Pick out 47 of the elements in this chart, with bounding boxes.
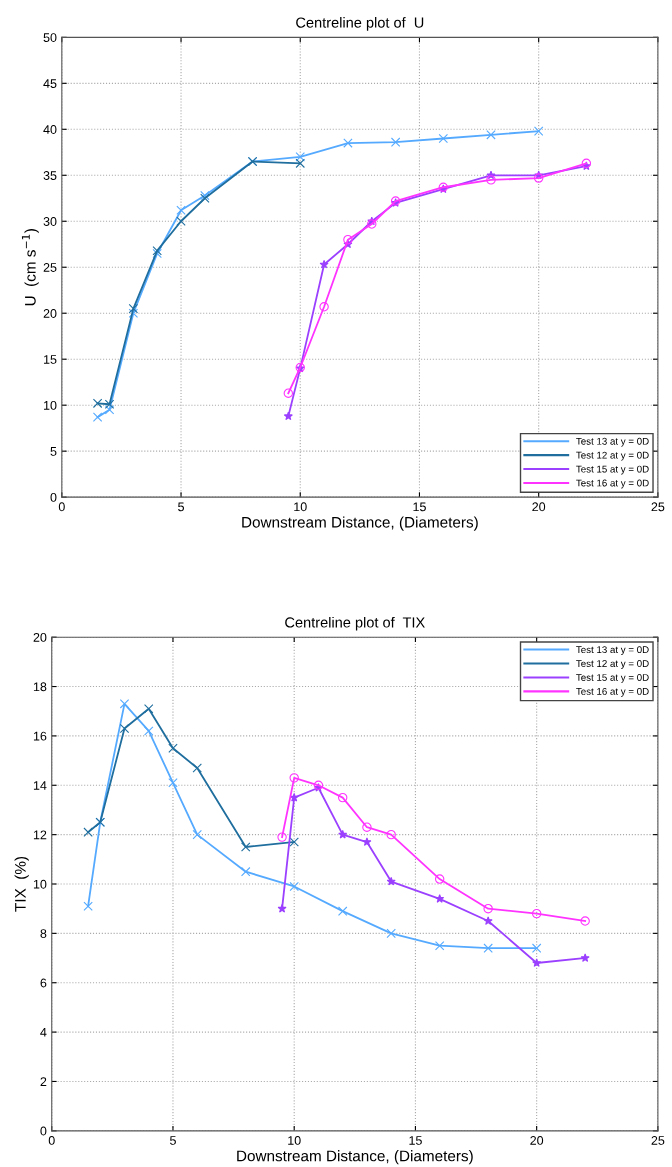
y-tick-label: 20 bbox=[33, 632, 47, 642]
y-tick-label: 5 bbox=[50, 447, 57, 456]
y-tick-label: 2 bbox=[40, 1077, 47, 1086]
y-tick-label: 30 bbox=[43, 217, 57, 226]
y-tick-label: 15 bbox=[44, 355, 57, 364]
y-tick-label: 40 bbox=[43, 125, 57, 134]
x-tick-label: 25 bbox=[651, 1136, 665, 1145]
x-tick-label: 10 bbox=[288, 1136, 301, 1145]
y-tick-label: 10 bbox=[44, 400, 57, 410]
legend-label: Test 16 at y = 0D bbox=[576, 687, 649, 697]
y-tick-label: 16 bbox=[33, 731, 47, 741]
y-tick-label: 18 bbox=[33, 682, 47, 692]
legend-label: Test 12 at y = 0D bbox=[576, 451, 649, 461]
x-tick-label: 15 bbox=[409, 1136, 422, 1145]
x-tick-label: 15 bbox=[413, 502, 426, 512]
y-axis-title: U (cm s$^{−1}$) bbox=[21, 229, 39, 306]
y-tick-label: 10 bbox=[33, 879, 47, 889]
x-axis-title: Downstream Distance, (Diameters) bbox=[242, 516, 478, 531]
y-tick-label: 50 bbox=[43, 33, 57, 42]
x-tick-label: 10 bbox=[294, 502, 307, 512]
chart-title: Centreline plot of U bbox=[296, 17, 424, 31]
x-tick-label: 5 bbox=[178, 502, 184, 512]
y-axis-title: TIX (%) bbox=[14, 856, 29, 912]
x-tick-label: 20 bbox=[530, 1136, 544, 1145]
legend-label: Test 13 at y = 0D bbox=[576, 646, 649, 655]
y-tick-label: 0 bbox=[40, 1126, 47, 1136]
legend-label: Test 13 at y = 0D bbox=[576, 437, 649, 447]
x-tick-label: 5 bbox=[170, 1136, 176, 1145]
x-tick-label: 25 bbox=[651, 502, 665, 512]
legend-label: Test 15 at y = 0D bbox=[576, 674, 649, 683]
x-tick-label: 0 bbox=[58, 502, 65, 512]
y-tick-label: 20 bbox=[43, 309, 57, 318]
y-tick-label: 35 bbox=[43, 171, 57, 180]
y-tick-label: 14 bbox=[33, 781, 47, 790]
y-tick-label: 45 bbox=[43, 79, 57, 88]
y-tick-label: 6 bbox=[40, 978, 47, 988]
y-tick-label: 12 bbox=[33, 830, 47, 840]
x-axis-title: Downstream Distance, (Diameters) bbox=[237, 1150, 473, 1165]
y-tick-label: 4 bbox=[40, 1028, 47, 1037]
legend-label: Test 16 at y = 0D bbox=[576, 479, 649, 489]
y-tick-label: 0 bbox=[50, 492, 57, 502]
legend-label: Test 12 at y = 0D bbox=[576, 660, 649, 669]
y-tick-label: 25 bbox=[43, 263, 57, 272]
chart-title: Centreline plot of TIX bbox=[285, 616, 425, 631]
x-tick-label: 20 bbox=[532, 502, 546, 512]
legend-label: Test 15 at y = 0D bbox=[576, 465, 649, 475]
y-tick-label: 8 bbox=[40, 929, 47, 939]
